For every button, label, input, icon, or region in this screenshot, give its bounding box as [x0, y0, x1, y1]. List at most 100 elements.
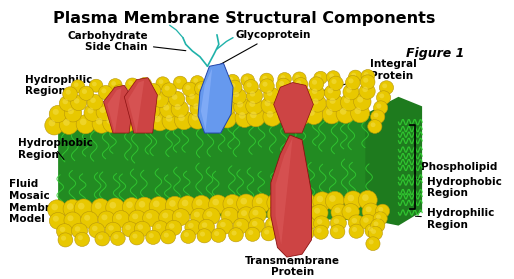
Ellipse shape: [71, 95, 87, 111]
Polygon shape: [271, 135, 311, 257]
Ellipse shape: [227, 198, 233, 205]
Ellipse shape: [82, 89, 87, 94]
Ellipse shape: [239, 112, 246, 119]
Ellipse shape: [146, 105, 153, 111]
Ellipse shape: [153, 201, 159, 207]
Ellipse shape: [313, 98, 319, 104]
Ellipse shape: [212, 81, 226, 95]
Ellipse shape: [241, 74, 254, 87]
Ellipse shape: [163, 105, 169, 110]
Ellipse shape: [252, 194, 271, 213]
Ellipse shape: [71, 80, 85, 93]
Ellipse shape: [133, 84, 148, 98]
Ellipse shape: [379, 93, 384, 98]
Ellipse shape: [192, 114, 198, 121]
Ellipse shape: [227, 80, 242, 95]
Text: Hydrophobic
Region: Hydrophobic Region: [415, 177, 502, 198]
Ellipse shape: [166, 196, 184, 215]
Ellipse shape: [313, 192, 332, 211]
Ellipse shape: [310, 205, 328, 221]
Ellipse shape: [146, 230, 160, 244]
Ellipse shape: [84, 215, 90, 221]
Ellipse shape: [312, 89, 318, 94]
Ellipse shape: [237, 102, 243, 107]
Ellipse shape: [285, 196, 292, 203]
Ellipse shape: [382, 83, 387, 88]
Ellipse shape: [71, 223, 87, 239]
Ellipse shape: [122, 93, 138, 109]
Ellipse shape: [371, 229, 376, 234]
Ellipse shape: [264, 230, 269, 234]
Polygon shape: [128, 81, 144, 133]
Ellipse shape: [81, 211, 98, 228]
Ellipse shape: [340, 94, 358, 111]
Ellipse shape: [67, 203, 74, 210]
Ellipse shape: [247, 82, 252, 87]
Ellipse shape: [278, 96, 295, 113]
Ellipse shape: [317, 228, 322, 233]
Ellipse shape: [116, 214, 122, 220]
Ellipse shape: [67, 215, 74, 221]
Ellipse shape: [352, 218, 357, 223]
Ellipse shape: [247, 88, 263, 104]
Ellipse shape: [265, 100, 270, 106]
Ellipse shape: [115, 88, 120, 93]
Ellipse shape: [220, 222, 226, 227]
Ellipse shape: [267, 90, 272, 96]
Ellipse shape: [185, 220, 201, 235]
Ellipse shape: [48, 200, 66, 219]
Ellipse shape: [223, 194, 242, 213]
Ellipse shape: [172, 209, 190, 225]
Ellipse shape: [153, 92, 169, 107]
Ellipse shape: [281, 193, 300, 212]
Ellipse shape: [174, 111, 193, 130]
Ellipse shape: [314, 71, 327, 84]
Ellipse shape: [236, 221, 242, 227]
Ellipse shape: [235, 108, 254, 128]
Ellipse shape: [368, 227, 373, 231]
Ellipse shape: [368, 120, 382, 133]
Ellipse shape: [166, 220, 182, 235]
Ellipse shape: [193, 103, 199, 109]
Ellipse shape: [192, 195, 211, 215]
Ellipse shape: [304, 105, 323, 124]
Ellipse shape: [279, 107, 297, 126]
Ellipse shape: [351, 104, 370, 123]
Ellipse shape: [161, 230, 175, 244]
Ellipse shape: [343, 84, 359, 100]
Ellipse shape: [352, 227, 357, 232]
Ellipse shape: [371, 122, 376, 127]
Ellipse shape: [193, 78, 198, 83]
Ellipse shape: [169, 223, 175, 229]
Ellipse shape: [225, 211, 231, 217]
Ellipse shape: [317, 196, 323, 202]
Ellipse shape: [58, 233, 73, 247]
Ellipse shape: [160, 101, 177, 118]
Ellipse shape: [218, 99, 235, 116]
Ellipse shape: [344, 191, 363, 210]
Ellipse shape: [114, 234, 119, 239]
Ellipse shape: [246, 97, 263, 115]
Ellipse shape: [362, 203, 379, 220]
Ellipse shape: [250, 91, 255, 97]
Ellipse shape: [302, 219, 308, 225]
Ellipse shape: [76, 115, 95, 134]
Ellipse shape: [74, 199, 93, 218]
Ellipse shape: [340, 108, 346, 115]
Ellipse shape: [101, 88, 106, 93]
Ellipse shape: [49, 212, 67, 229]
Ellipse shape: [326, 71, 340, 84]
Ellipse shape: [326, 109, 333, 115]
Ellipse shape: [245, 227, 260, 241]
Ellipse shape: [374, 222, 378, 226]
Ellipse shape: [92, 82, 97, 86]
Ellipse shape: [182, 200, 188, 206]
Polygon shape: [201, 68, 212, 130]
Ellipse shape: [296, 96, 314, 113]
Ellipse shape: [230, 83, 235, 88]
Ellipse shape: [111, 231, 125, 246]
Ellipse shape: [111, 103, 128, 120]
Ellipse shape: [172, 94, 177, 100]
Ellipse shape: [234, 92, 240, 97]
Ellipse shape: [365, 206, 372, 212]
